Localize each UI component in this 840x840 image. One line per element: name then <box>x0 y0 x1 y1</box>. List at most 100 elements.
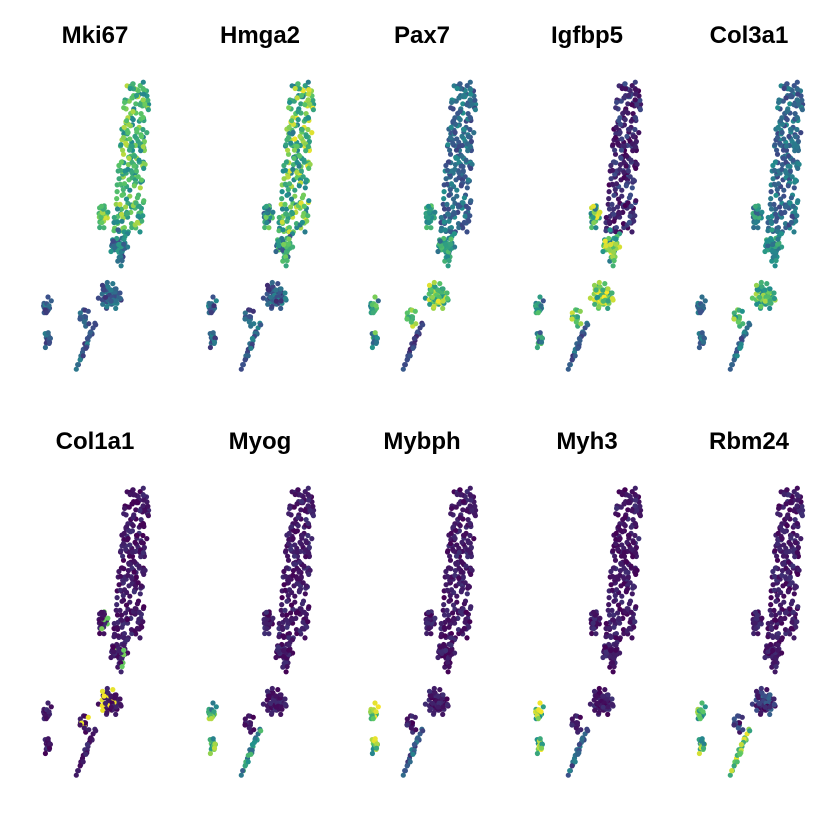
cell-point-col3a1 <box>778 210 785 217</box>
cell-point-rbm24 <box>765 620 771 627</box>
cell-point-myh3 <box>537 700 543 706</box>
cell-point-myog <box>260 701 266 707</box>
cell-point-rbm24 <box>783 549 789 556</box>
cell-point-mybph <box>449 505 455 511</box>
cell-point-mybph <box>456 575 462 581</box>
cell-point-pax7 <box>447 187 453 193</box>
cell-point-myog <box>285 541 292 547</box>
cell-point-igfbp5 <box>537 294 543 300</box>
cell-point-mybph <box>410 751 416 757</box>
cell-point-hmga2 <box>210 294 216 300</box>
cell-point-hmga2 <box>307 101 313 107</box>
cell-point-pax7 <box>464 229 470 235</box>
cell-point-hmga2 <box>306 138 312 145</box>
cell-point-hmga2 <box>282 181 288 187</box>
cell-point-mki67 <box>104 279 110 286</box>
cell-point-mki67 <box>123 204 129 210</box>
cell-point-rbm24 <box>780 553 787 559</box>
cell-point-col1a1 <box>144 536 150 542</box>
cell-point-myog <box>296 589 302 595</box>
cell-point-col3a1 <box>787 92 794 99</box>
cell-point-mybph <box>466 624 472 630</box>
cell-point-mki67 <box>108 248 114 255</box>
cell-point-rbm24 <box>790 563 796 569</box>
cell-point-col1a1 <box>140 485 146 491</box>
cell-point-rbm24 <box>759 615 765 621</box>
cell-point-mki67 <box>116 241 122 248</box>
cell-point-igfbp5 <box>609 290 615 296</box>
cell-point-mybph <box>404 763 410 769</box>
cell-point-col3a1 <box>768 219 774 225</box>
cell-point-rbm24 <box>740 727 746 733</box>
cell-point-hmga2 <box>281 241 287 248</box>
cell-point-col3a1 <box>781 85 787 92</box>
cell-point-rbm24 <box>798 536 804 542</box>
cell-point-igfbp5 <box>617 166 623 172</box>
cell-point-myh3 <box>605 607 611 613</box>
cell-point-mybph <box>460 606 466 612</box>
cell-point-myog <box>298 574 304 580</box>
cell-point-mki67 <box>47 335 53 341</box>
cell-point-rbm24 <box>737 751 743 757</box>
cell-point-col3a1 <box>780 147 787 153</box>
cell-point-mki67 <box>125 129 131 136</box>
cell-point-myh3 <box>603 649 609 655</box>
cell-point-hmga2 <box>269 279 275 286</box>
cell-point-igfbp5 <box>617 129 623 136</box>
cell-point-hmga2 <box>284 218 290 224</box>
cell-point-mybph <box>446 598 452 604</box>
cell-point-mki67 <box>77 316 83 322</box>
cell-point-col3a1 <box>780 155 786 161</box>
cell-point-igfbp5 <box>596 279 602 286</box>
cell-point-myog <box>294 575 300 581</box>
cell-point-mki67 <box>118 142 124 148</box>
cell-point-myog <box>276 649 282 655</box>
cell-point-hmga2 <box>263 203 269 209</box>
cell-point-pax7 <box>469 161 475 167</box>
cell-point-mybph <box>453 504 459 510</box>
cell-point-pax7 <box>471 130 477 136</box>
cell-point-igfbp5 <box>633 165 639 171</box>
cell-point-mybph <box>464 508 470 514</box>
cell-point-col1a1 <box>48 704 54 710</box>
cell-point-igfbp5 <box>591 282 598 288</box>
cell-point-mki67 <box>120 147 126 153</box>
cell-point-mybph <box>446 664 452 670</box>
cell-point-igfbp5 <box>608 162 614 169</box>
cell-point-rbm24 <box>770 568 776 575</box>
cell-point-pax7 <box>461 127 467 133</box>
cell-point-mybph <box>374 741 380 747</box>
cell-point-col3a1 <box>770 241 776 248</box>
cell-point-pax7 <box>404 316 410 322</box>
cell-point-hmga2 <box>305 97 311 103</box>
cell-point-mki67 <box>114 206 121 212</box>
cell-point-myog <box>296 569 302 575</box>
cell-point-pax7 <box>444 290 450 296</box>
cell-point-hmga2 <box>301 157 307 163</box>
cell-point-mki67 <box>116 176 122 182</box>
cell-point-mybph <box>448 647 454 653</box>
cell-point-myog <box>278 704 284 710</box>
cell-point-igfbp5 <box>569 316 575 322</box>
cell-point-col3a1 <box>764 281 770 287</box>
cell-point-mybph <box>413 727 419 733</box>
cell-point-col3a1 <box>752 214 758 220</box>
cell-point-col1a1 <box>131 589 137 595</box>
cell-point-myog <box>303 554 309 560</box>
cell-point-mybph <box>372 736 378 742</box>
cell-point-hmga2 <box>294 143 300 149</box>
cell-point-col1a1 <box>141 544 147 551</box>
cell-point-col1a1 <box>120 541 127 547</box>
cell-point-myh3 <box>629 635 635 641</box>
cell-point-myh3 <box>634 507 640 513</box>
cell-point-hmga2 <box>278 286 284 292</box>
cell-point-col1a1 <box>104 709 110 716</box>
cell-point-pax7 <box>456 159 462 165</box>
cell-point-myog <box>299 625 305 632</box>
cell-point-col3a1 <box>774 135 781 141</box>
cell-point-myh3 <box>630 583 637 589</box>
cell-point-myh3 <box>539 741 545 747</box>
cell-point-hmga2 <box>289 118 295 124</box>
cell-point-hmga2 <box>306 91 312 97</box>
cell-point-col3a1 <box>789 213 795 219</box>
